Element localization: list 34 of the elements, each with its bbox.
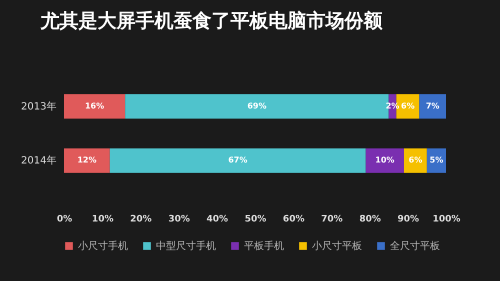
data-label: 10% xyxy=(375,156,394,165)
data-label: 7% xyxy=(426,101,440,110)
data-label: 69% xyxy=(247,101,266,110)
legend-label: 小尺寸手机 xyxy=(78,240,128,252)
bar xyxy=(404,148,427,173)
x-tick-label: 90% xyxy=(398,214,420,224)
data-label: 67% xyxy=(228,156,248,165)
x-tick-label: 40% xyxy=(206,214,228,224)
x-tick-label: 70% xyxy=(321,214,343,224)
bar xyxy=(110,148,366,173)
y-tick-label: 2014年 xyxy=(21,154,56,167)
y-tick-label: 2013年 xyxy=(21,100,56,112)
x-tick-label: 30% xyxy=(168,214,190,224)
bar xyxy=(64,148,110,173)
bar xyxy=(419,94,446,119)
x-tick-label: 50% xyxy=(244,214,266,224)
legend-label: 小尺寸平板 xyxy=(312,240,362,252)
x-tick-label: 80% xyxy=(359,214,381,224)
data-label: 6% xyxy=(401,101,415,110)
x-tick-label: 60% xyxy=(282,214,304,224)
data-label: 6% xyxy=(408,156,422,165)
bar xyxy=(64,94,126,119)
data-label: 12% xyxy=(77,156,96,165)
bar xyxy=(366,148,404,173)
legend-label: 中型尺寸手机 xyxy=(156,240,216,252)
legend-label: 全尺寸平板 xyxy=(390,240,440,252)
data-label: 5% xyxy=(430,156,444,165)
chart-title: 尤其是大屏手机蚕食了平板电脑市场份额 xyxy=(40,10,384,32)
x-tick-label: 20% xyxy=(130,214,152,224)
legend-label: 平板手机 xyxy=(244,240,284,252)
data-label: 16% xyxy=(84,101,104,110)
x-tick-label: 0% xyxy=(56,214,72,224)
x-tick-label: 100% xyxy=(432,214,460,224)
x-tick-label: 10% xyxy=(92,214,114,224)
